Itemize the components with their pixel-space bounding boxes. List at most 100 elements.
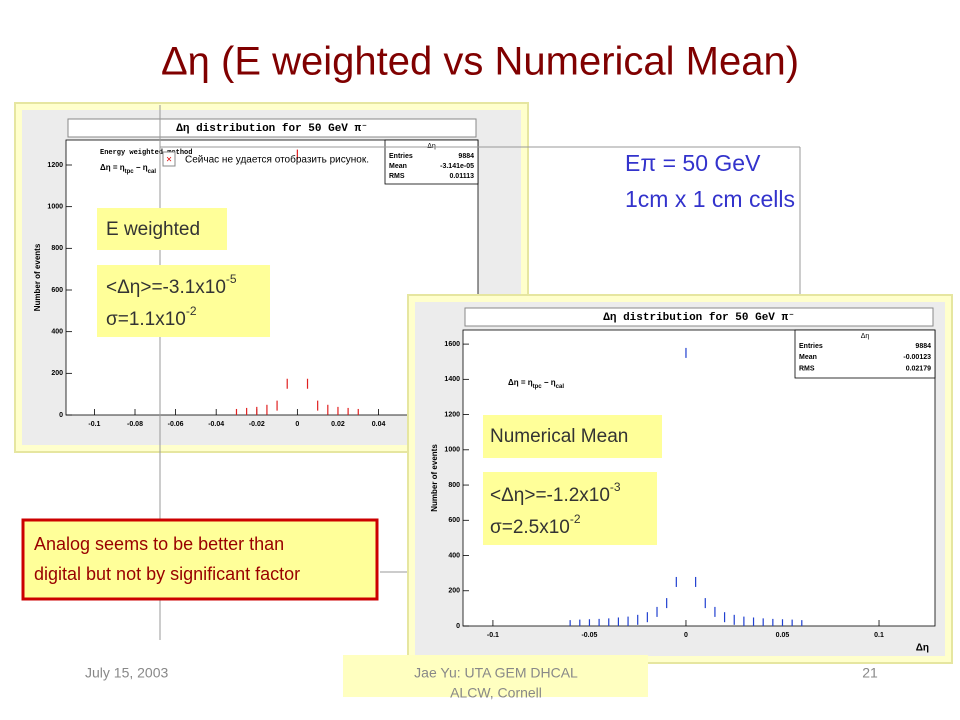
stats-value: 9884 [915,343,931,350]
y-axis-label: Number of events [33,243,42,311]
sigma: σ=1.1x10-2 [106,304,197,330]
label-box [483,415,662,458]
footer-date: July 15, 2003 [85,665,168,681]
icon [162,151,176,167]
mean: <Δη>=-3.1x10-5 [106,272,237,298]
x-tick-label: -0.1 [487,632,499,639]
slide-title: Δη (E weighted vs Numerical Mean) [161,40,799,84]
stats-name: RMS [389,173,405,180]
beam-info: 1cm x 1 cm cells [625,186,795,212]
stats-name: Entries [389,153,413,160]
x-tick-label: -0.04 [208,421,224,428]
y-tick-label: 400 [51,329,63,336]
mean-base: <Δη>=-3.1x10 [106,277,226,298]
conclusion-line: Analog seems to be better than [34,534,284,554]
formula: Δη = ηtpc − ηcal [100,163,156,174]
x-tick-label: -0.02 [249,421,265,428]
y-tick-label: 1400 [444,376,460,383]
stats-title: Δη [427,143,436,150]
y-tick-label: 600 [51,287,63,294]
mean-exp: -3 [610,480,621,494]
y-tick-label: 400 [448,552,460,559]
conclusion-frame [21,518,379,601]
y-tick-label: 600 [448,517,460,524]
broken-image-text: Сейчас не удается отобразить рисунок. [185,154,369,166]
label-box [97,208,227,250]
formula-sub: cal [148,169,157,175]
page-number: 21 [862,665,878,681]
formula-sub: tpc [125,169,135,175]
stats-box [794,329,936,379]
formula-part: Δη = η [100,163,125,172]
stats-name: Entries [799,343,823,350]
icon-x: × [166,155,172,166]
result-box-1: E weighted <Δη>=-3.1x10-5 σ=1.1x10-2 [97,208,270,337]
conclusion-box: Analog seems to be better than digital b… [21,518,379,601]
method-label: Energy weighted method [100,149,192,157]
plot-title: Δη distribution for 50 GeV π⁻ [603,312,794,324]
y-tick-label: 1200 [47,162,63,169]
stats-name: Mean [389,163,407,170]
y-tick-label: 0 [456,623,460,630]
sigma-base: σ=1.1x10 [106,309,186,330]
plot-title: Δη distribution for 50 GeV π⁻ [176,123,367,135]
mean: <Δη>=-1.2x10-3 [490,480,621,506]
label: E weighted [106,219,200,240]
x-tick-label: 0 [684,632,688,639]
stats-name: RMS [799,366,815,373]
plot-title-box [67,118,477,138]
conclusion-line: digital but not by significant factor [34,564,300,584]
footer-box [343,655,648,697]
x-tick-label: -0.1 [88,421,100,428]
formula-part: − η [134,163,148,172]
y-tick-label: 200 [51,370,63,377]
sigma-exp: -2 [186,304,197,318]
y-tick-label: 1000 [47,204,63,211]
y-tick-label: 0 [59,412,63,419]
x-tick-label: -0.08 [127,421,143,428]
mean-exp: -5 [226,272,237,286]
x-tick-label: 0.1 [874,632,884,639]
stats-value: 0.01113 [449,173,474,180]
x-tick-label: -0.05 [581,632,597,639]
formula-part: Δη = η [508,378,533,387]
beam-info: Eπ = 50 GeV [625,150,761,176]
plot-2: Δη distribution for 50 GeV π⁻ 0 200 400 600 8… [407,294,953,664]
y-tick-label: 200 [448,588,460,595]
stats-title: Δη [861,333,870,340]
formula-sub: tpc [533,384,543,390]
y-tick-label: 1000 [444,447,460,454]
stats-value: -0.00123 [903,354,931,361]
y-tick-label: 800 [448,482,460,489]
x-tick-label: 0.04 [372,421,386,428]
x-tick-label: 0.02 [331,421,345,428]
plot-title-box [464,307,934,327]
sigma: σ=2.5x10-2 [490,512,581,538]
stats-value: 9884 [458,153,474,160]
y-tick-label: 800 [51,245,63,252]
stats-value: 0.02179 [906,366,931,373]
formula: Δη = ηtpc − ηcal [508,378,564,389]
footer-author: Jae Yu: UTA GEM DHCAL [414,665,578,681]
formula-sub: cal [556,384,565,390]
stats-value: -3.141e-05 [440,163,474,170]
value-box [97,265,270,337]
footer-venue: ALCW, Cornell [450,685,542,701]
x-tick-label: 0.05 [776,632,790,639]
mean-base: <Δη>=-1.2x10 [490,485,610,506]
x-tick-label: 0 [295,421,299,428]
stats-name: Mean [799,354,817,361]
x-tick-label: -0.06 [168,421,184,428]
result-box-2: Numerical Mean <Δη>=-1.2x10-3 σ=2.5x10-2 [483,415,662,545]
formula-part: − η [542,378,556,387]
sigma-base: σ=2.5x10 [490,517,570,538]
label: Numerical Mean [490,426,628,447]
value-box [483,472,657,545]
x-axis-label: Δη [916,643,929,654]
y-tick-label: 1200 [444,411,460,418]
broken-image: × Сейчас не удается отобразить рисунок. [162,151,369,167]
y-axis-label: Number of events [430,444,439,512]
y-tick-label: 1600 [444,341,460,348]
sigma-exp: -2 [570,512,581,526]
